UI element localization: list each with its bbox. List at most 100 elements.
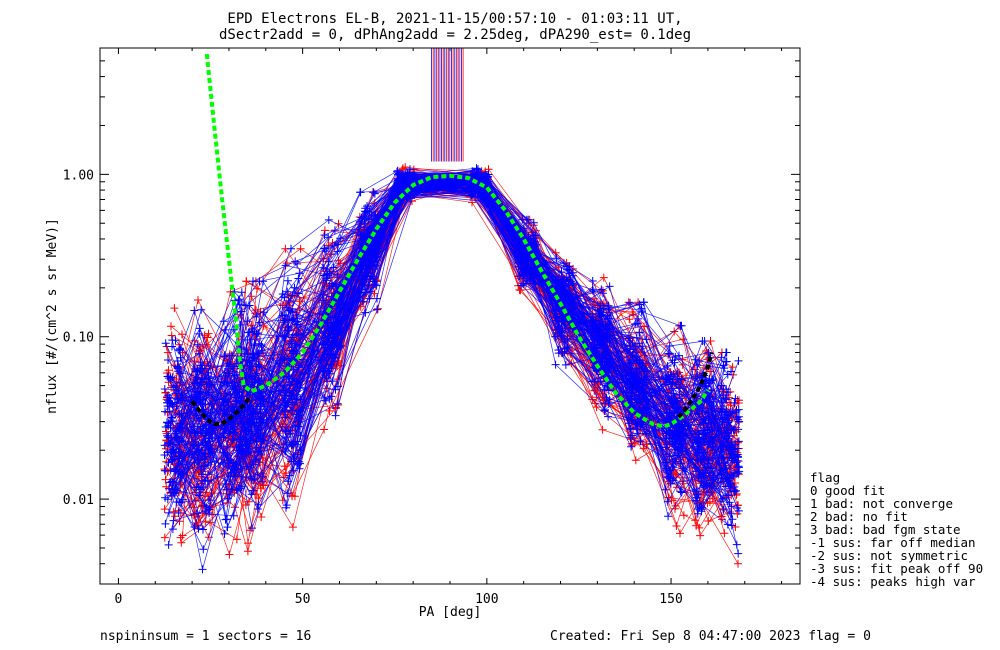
series-trace (175, 176, 739, 482)
data-point-marker (401, 163, 410, 172)
data-point-marker (633, 319, 642, 328)
data-point-marker (601, 325, 609, 334)
data-layer (160, 48, 744, 574)
data-point-marker (243, 403, 252, 412)
data-point-marker (696, 531, 705, 540)
data-point-marker (697, 507, 706, 516)
data-point-marker (604, 412, 613, 421)
y-axis-label: nflux [#/(cm^2 s sr MeV)] (45, 218, 60, 414)
data-point-marker (199, 545, 208, 554)
data-point-marker (195, 349, 203, 358)
data-point-marker (734, 356, 743, 365)
data-point-marker (589, 287, 598, 295)
data-point-marker (223, 379, 232, 388)
data-point-marker (176, 533, 185, 542)
data-point-marker (369, 241, 378, 250)
data-point-marker (568, 298, 577, 307)
data-point-marker (165, 508, 173, 517)
data-point-marker (679, 464, 688, 473)
data-point-marker (561, 360, 570, 369)
data-point-marker (259, 321, 268, 330)
data-point-marker (280, 354, 289, 363)
legend-item: -1 sus: far off median (810, 535, 976, 550)
data-point-marker (194, 428, 202, 437)
data-point-marker (369, 188, 378, 197)
data-point-marker (727, 502, 736, 511)
data-point-marker (701, 381, 710, 390)
data-point-marker (598, 289, 607, 298)
data-point-marker (223, 451, 232, 460)
fit-curve-detail (676, 352, 714, 419)
data-point-marker (289, 466, 298, 475)
data-point-marker (290, 283, 299, 292)
data-point-marker (730, 469, 739, 477)
data-point-marker (671, 504, 679, 513)
data-point-marker (734, 559, 742, 568)
data-point-marker (252, 456, 260, 465)
data-point-marker (173, 362, 182, 371)
data-point-marker (160, 385, 169, 393)
data-point-marker (166, 423, 175, 432)
data-point-marker (666, 466, 674, 475)
legend-item: 2 bad: no fit (810, 509, 908, 524)
data-point-marker (531, 280, 540, 289)
data-point-marker (695, 356, 704, 365)
data-point-marker (254, 500, 263, 509)
data-point-marker (292, 331, 301, 340)
data-point-marker (552, 254, 561, 263)
data-point-marker (232, 359, 241, 368)
data-point-marker (599, 273, 608, 282)
data-point-marker (638, 420, 647, 428)
data-point-marker (241, 501, 250, 509)
data-point-marker (677, 375, 686, 384)
data-point-marker (201, 476, 210, 485)
data-point-marker (360, 272, 369, 280)
data-point-marker (721, 408, 730, 417)
legend-item: -3 sus: fit peak off 90 (810, 561, 983, 576)
data-point-marker (588, 285, 597, 294)
data-point-marker (284, 296, 293, 305)
data-point-marker (664, 512, 673, 521)
data-point-marker (360, 207, 369, 216)
legend: flag 0 good fit 1 bad: not converge 2 ba… (810, 470, 983, 589)
data-point-marker (324, 215, 333, 224)
series-trace (168, 183, 726, 514)
data-point-marker (178, 460, 187, 469)
x-tick-label: 100 (475, 592, 498, 607)
data-point-marker (243, 317, 252, 326)
legend-title: flag (810, 470, 840, 485)
data-point-marker (168, 481, 177, 490)
data-point-marker (220, 529, 229, 538)
data-point-marker (640, 388, 648, 397)
chart-title-line2: dSectr2add = 0, dPhAng2add = 2.25deg, dP… (219, 27, 691, 43)
data-point-marker (598, 425, 607, 434)
data-point-marker (219, 433, 228, 442)
data-point-marker (225, 389, 234, 398)
data-point-marker (732, 407, 741, 416)
data-point-marker (669, 389, 678, 398)
data-point-marker (161, 475, 170, 484)
data-point-marker (291, 257, 300, 266)
data-point-marker (288, 339, 297, 347)
data-point-marker (665, 408, 674, 416)
data-point-marker (627, 359, 636, 368)
data-point-marker (161, 339, 170, 348)
data-point-marker (640, 409, 648, 418)
data-point-marker (724, 416, 733, 425)
data-point-marker (632, 370, 641, 379)
data-point-marker (627, 442, 636, 451)
series-trace (180, 172, 729, 482)
data-point-marker (329, 263, 338, 272)
data-point-marker (662, 374, 671, 383)
y-tick-label: 0.01 (63, 493, 94, 508)
data-point-marker (327, 392, 336, 401)
data-point-marker (361, 308, 370, 317)
data-point-marker (165, 407, 174, 416)
data-point-marker (167, 331, 176, 340)
data-point-marker (668, 379, 677, 388)
data-point-marker (670, 358, 679, 367)
data-point-marker (225, 550, 234, 559)
data-point-marker (288, 406, 297, 415)
footer-left: nspininsum = 1 sectors = 16 (100, 629, 311, 644)
data-point-marker (160, 441, 169, 450)
